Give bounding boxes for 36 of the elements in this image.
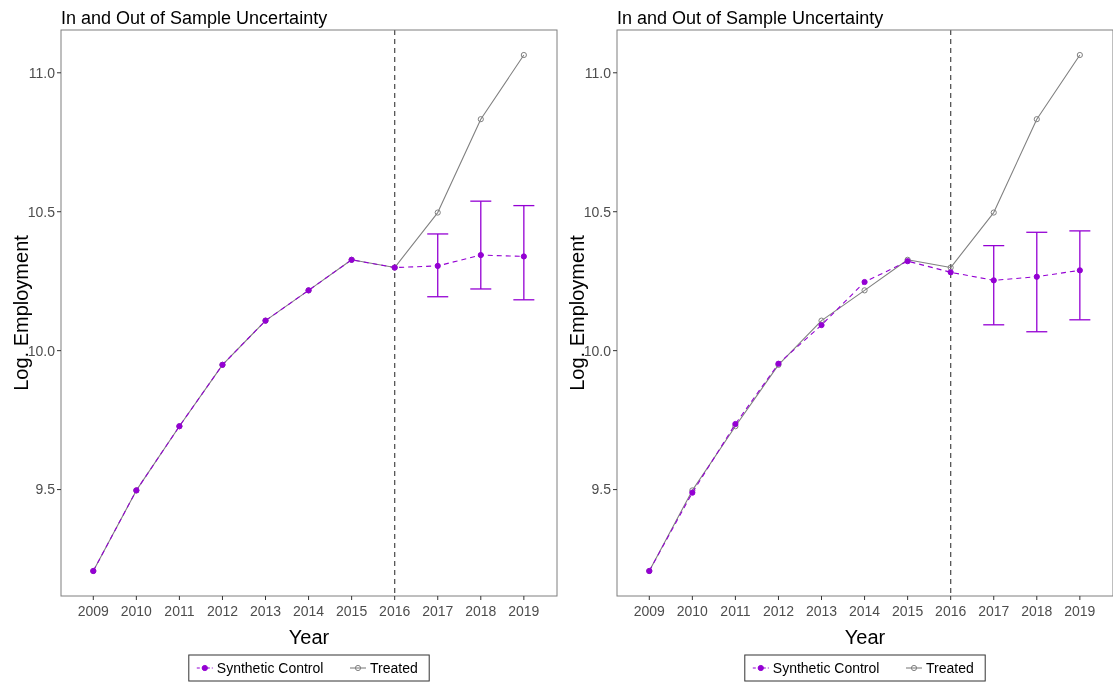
legend-label: Treated — [370, 659, 418, 676]
x-tick-label: 2012 — [762, 603, 795, 619]
x-tick-label: 2013 — [249, 603, 282, 619]
x-tick-label: 2019 — [1064, 603, 1096, 619]
x-tick-label: 2012 — [206, 603, 239, 619]
x-tick-label: 2015 — [892, 603, 924, 619]
x-tick-label: 2018 — [1021, 603, 1053, 619]
x-tick-label: 2019 — [508, 603, 540, 619]
y-tick-label: 9.5 — [591, 481, 612, 498]
x-tick-label: 2016 — [935, 603, 967, 619]
chart-title: In and Out of Sample Uncertainty — [61, 8, 328, 28]
x-tick-label: 2017 — [978, 603, 1010, 619]
y-tick-label: 10.5 — [27, 203, 56, 220]
y-tick-label: 11.0 — [28, 64, 56, 81]
x-tick-label: 2015 — [336, 603, 368, 619]
x-tick-label: 2017 — [422, 603, 454, 619]
x-tick-label: 2010 — [120, 603, 153, 619]
x-tick-label: 2011 — [720, 603, 751, 619]
legend-label: Synthetic Control — [216, 659, 324, 676]
y-tick-label: 10.5 — [583, 203, 612, 220]
legend-label: Treated — [926, 659, 974, 676]
x-tick-label: 2014 — [848, 603, 881, 619]
x-tick-label: 2010 — [676, 603, 709, 619]
x-tick-label: 2018 — [465, 603, 497, 619]
legend-label: Synthetic Control — [772, 659, 880, 676]
y-tick-label: 9.5 — [35, 481, 56, 498]
x-axis-title: Year — [288, 626, 330, 648]
x-tick-label: 2011 — [164, 603, 195, 619]
y-tick-label: 11.0 — [584, 64, 612, 81]
x-tick-label: 2013 — [805, 603, 838, 619]
x-tick-label: 2016 — [379, 603, 411, 619]
x-tick-label: 2009 — [77, 603, 110, 619]
x-axis-title: Year — [844, 626, 886, 648]
chart-title: In and Out of Sample Uncertainty — [617, 8, 884, 28]
x-tick-label: 2009 — [633, 603, 666, 619]
x-tick-label: 2014 — [292, 603, 325, 619]
